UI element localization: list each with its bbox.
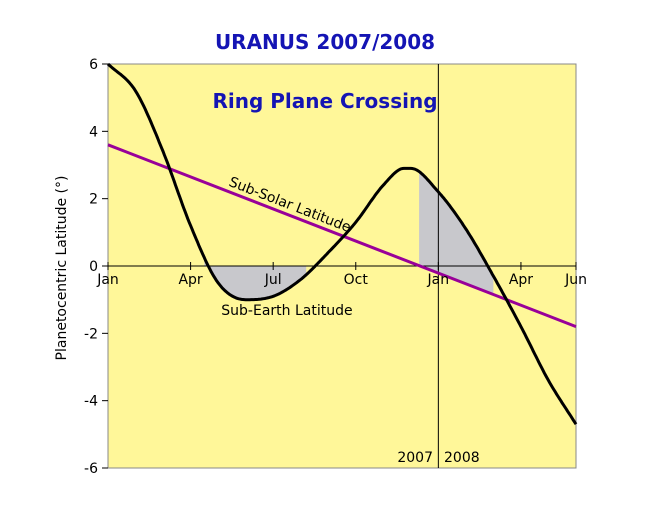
x-tick-label: Oct (344, 272, 369, 288)
x-tick-label: Jan (427, 272, 450, 288)
axes (102, 63, 577, 469)
chart-title: URANUS 2007/2008 (215, 30, 435, 54)
year-label-left: 2007 (397, 450, 433, 466)
year-label-right: 2008 (444, 450, 480, 466)
y-tick-label: -2 (84, 326, 98, 342)
series-lines (106, 62, 578, 426)
x-tick-label: Jun (564, 272, 587, 288)
y-tick-label: 6 (89, 57, 98, 73)
sub-solar-latitude-line (107, 143, 577, 328)
shaded-region (204, 257, 307, 300)
chart-subtitle: Ring Plane Crossing (212, 89, 437, 113)
sub-earth-latitude-label: Sub-Earth Latitude (221, 303, 352, 319)
y-axis-label: Planetocentric Latitude (°) (54, 176, 70, 361)
y-tick-label: -4 (84, 394, 98, 410)
x-tick-label: Jan (96, 272, 119, 288)
sub-earth-latitude-curve (106, 62, 578, 426)
y-tick-label: 2 (89, 192, 98, 208)
y-tick-label: 4 (89, 124, 98, 140)
x-tick-label: Apr (178, 272, 202, 288)
x-tick-label: Apr (509, 272, 533, 288)
shaded-regions (204, 171, 494, 300)
y-tick-label: -6 (84, 461, 98, 477)
x-tick-label: Jul (264, 272, 282, 288)
shaded-region (419, 171, 494, 295)
y-tick-label: 0 (89, 259, 98, 275)
